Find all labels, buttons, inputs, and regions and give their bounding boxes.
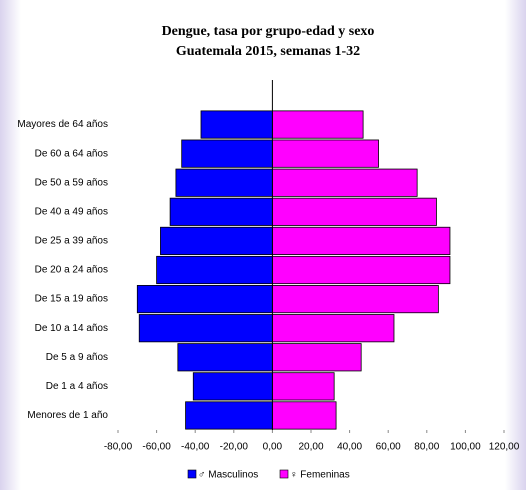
bar: [271, 314, 395, 343]
x-tick-label: 20,00: [298, 442, 323, 453]
x-tick-label: 100,00: [450, 442, 481, 453]
bar: [271, 226, 451, 255]
bar: [177, 343, 273, 372]
bar: [160, 226, 273, 255]
bar: [271, 343, 362, 372]
bar: [169, 197, 273, 226]
x-tick-label: -20,00: [220, 442, 249, 453]
legend-swatch: [187, 469, 197, 479]
bar: [271, 255, 451, 285]
x-tick-label: 60,00: [376, 442, 401, 453]
bar: [175, 168, 273, 197]
bar: [156, 255, 273, 285]
x-tick-label: 40,00: [337, 442, 362, 453]
legend-swatch: [279, 469, 289, 479]
bar: [271, 110, 364, 139]
x-tick-label: 0,00: [263, 442, 283, 453]
legend-label: ♀ Femeninas: [290, 470, 350, 481]
bar: [185, 401, 273, 430]
chart-subtitle: Guatemala 2015, semanas 1-32: [176, 44, 360, 59]
y-tick-label: De 5 a 9 años: [46, 352, 108, 363]
bar: [271, 372, 335, 401]
y-tick-label: De 60 a 64 años: [35, 148, 108, 159]
x-tick-label: 80,00: [414, 442, 439, 453]
chart-title: Dengue, tasa por grupo-edad y sexo: [162, 24, 375, 39]
bar: [192, 372, 273, 401]
y-tick-label: De 20 a 24 años: [35, 265, 108, 276]
legend-label: ♂ Masculinos: [198, 470, 258, 481]
x-tick-label: -40,00: [181, 442, 210, 453]
y-tick-label: De 10 a 14 años: [35, 323, 108, 334]
x-tick-label: -80,00: [104, 442, 133, 453]
y-tick-label: De 25 a 39 años: [35, 236, 108, 247]
bar: [271, 197, 437, 226]
x-tick-label: 120,00: [489, 442, 520, 453]
bar: [271, 139, 379, 168]
bar: [271, 285, 439, 314]
bar: [271, 168, 418, 197]
x-tick-label: -60,00: [142, 442, 171, 453]
y-tick-label: De 50 a 59 años: [35, 177, 108, 188]
bar: [200, 110, 273, 139]
y-tick-label: De 15 a 19 años: [35, 294, 108, 305]
bar: [271, 401, 337, 430]
y-tick-label: De 40 a 49 años: [35, 206, 108, 217]
bar: [138, 314, 273, 343]
bar: [181, 139, 273, 168]
y-tick-label: Menores de 1 año: [27, 410, 108, 421]
y-tick-label: De 1 a 4 años: [46, 381, 108, 392]
bar: [136, 285, 273, 314]
y-tick-label: Mayores de 64 años: [17, 119, 108, 130]
